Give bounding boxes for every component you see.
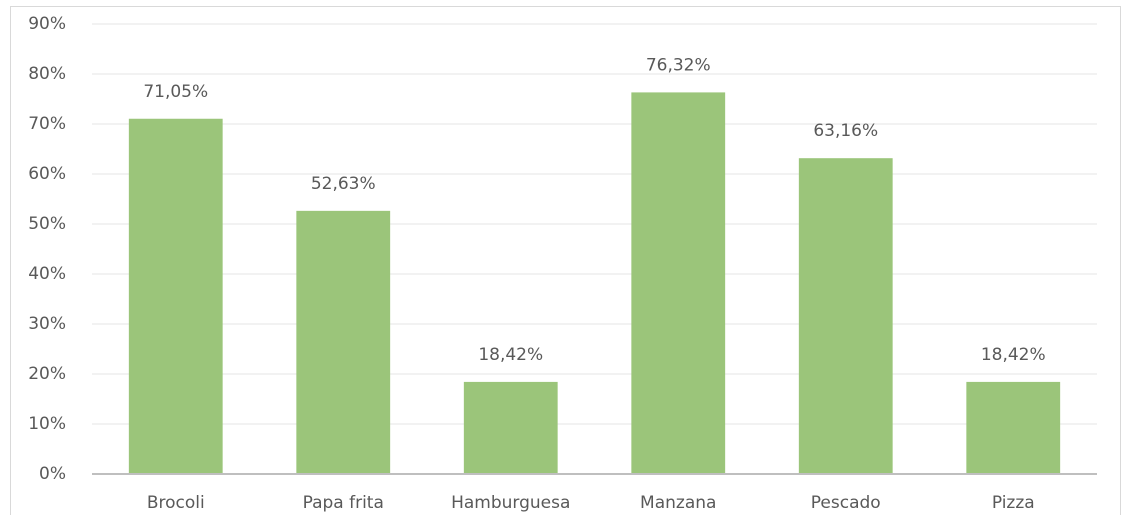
x-tick-label: Manzana	[640, 493, 716, 513]
bar	[631, 92, 726, 475]
y-tick-label: 30%	[28, 314, 66, 334]
y-tick-label: 10%	[28, 414, 66, 434]
data-label: 71,05%	[143, 82, 208, 102]
x-tick-label: Pizza	[992, 493, 1035, 513]
chart-frame	[10, 6, 1121, 515]
x-tick-label: Pescado	[811, 493, 881, 513]
y-tick-label: 70%	[28, 114, 66, 134]
y-tick-label: 40%	[28, 264, 66, 284]
y-tick-label: 0%	[39, 464, 66, 484]
x-tick-label: Hamburguesa	[451, 493, 570, 513]
x-tick-label: Brocoli	[147, 493, 205, 513]
bar	[966, 381, 1061, 474]
y-tick-label: 20%	[28, 364, 66, 384]
data-label: 52,63%	[311, 174, 376, 194]
bar	[296, 210, 391, 474]
y-tick-label: 50%	[28, 214, 66, 234]
y-tick-label: 60%	[28, 164, 66, 184]
bar	[128, 118, 223, 474]
data-label: 76,32%	[646, 55, 711, 75]
data-label: 18,42%	[478, 345, 543, 365]
bar	[798, 158, 893, 474]
bar	[463, 381, 558, 474]
x-tick-label: Papa frita	[303, 493, 384, 513]
y-tick-label: 80%	[28, 64, 66, 84]
data-label: 18,42%	[981, 345, 1046, 365]
data-label: 63,16%	[813, 121, 878, 141]
y-tick-label: 90%	[28, 14, 66, 34]
